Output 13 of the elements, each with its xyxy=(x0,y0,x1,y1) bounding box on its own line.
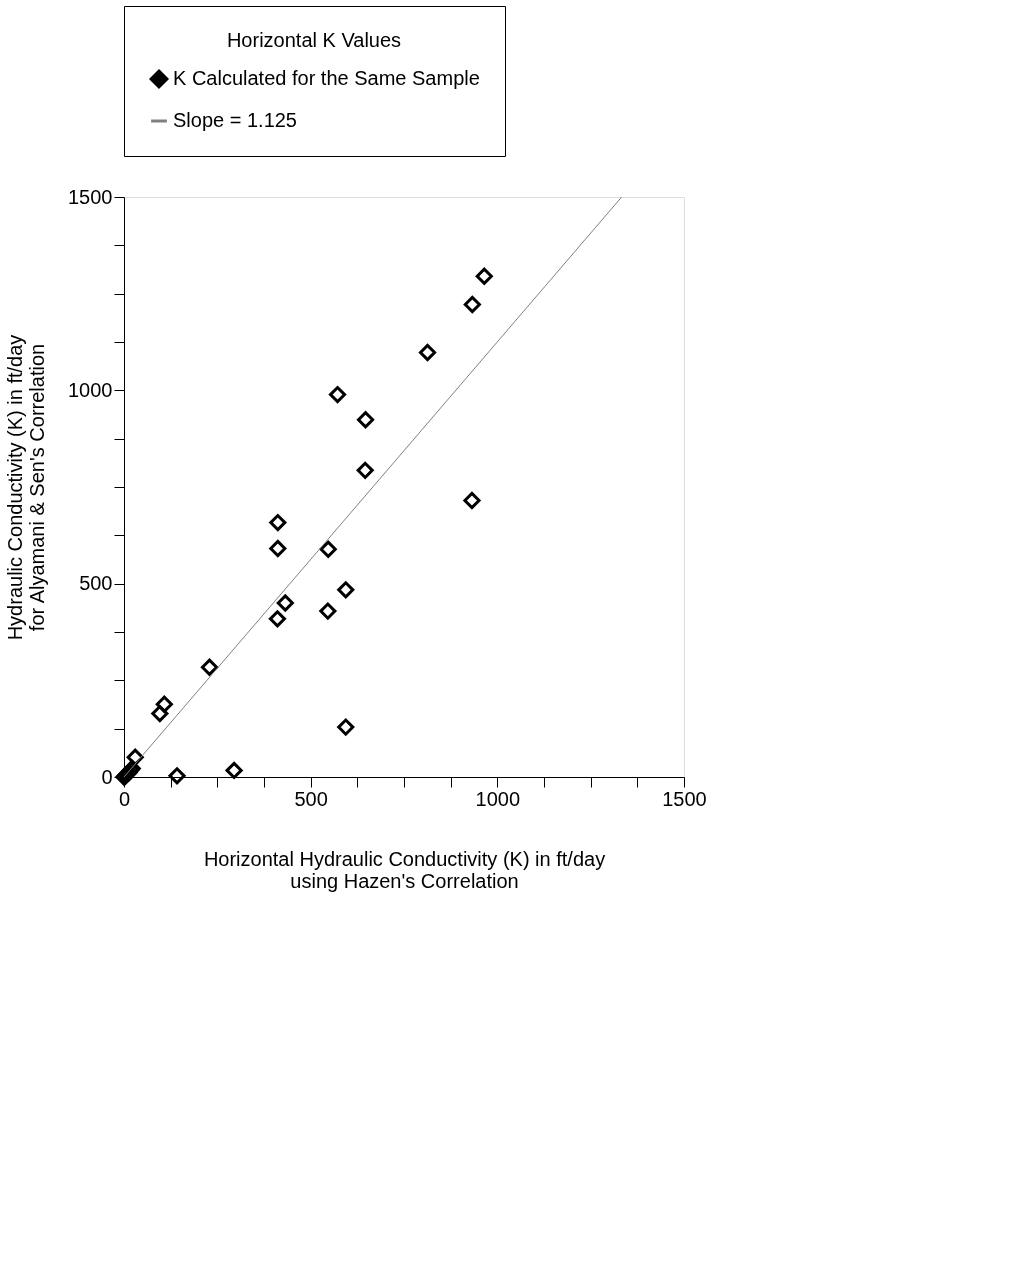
x-tick-label: 1000 xyxy=(475,787,521,810)
y-tick-label: 1000 xyxy=(68,378,113,401)
y-axis-title: Hydraulic Conductivity (K) in ft/day for Alyamani & Sen's Correlation xyxy=(4,334,49,641)
y-tick-label: 1500 xyxy=(68,185,113,208)
x-axis-title: Horizontal Hydraulic Conductivity (K) in ft/day using Hazen's Correlation xyxy=(203,847,606,892)
legend-title: Horizontal K Values xyxy=(226,29,402,51)
x-tick-label: 0 xyxy=(118,787,131,810)
y-tick-label: 0 xyxy=(101,765,113,788)
legend-label: Slope = 1.125 xyxy=(173,109,297,131)
y-tick-label: 500 xyxy=(79,572,113,595)
legend-label: K Calculated for the Same Sample xyxy=(173,67,480,89)
x-tick-label: 500 xyxy=(294,787,328,810)
x-tick-label: 1500 xyxy=(662,787,707,810)
